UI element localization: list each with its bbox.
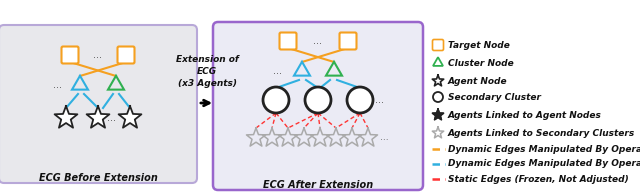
Text: Agents Linked to Secondary Clusters: Agents Linked to Secondary Clusters xyxy=(448,129,636,137)
FancyBboxPatch shape xyxy=(433,40,444,51)
Text: ...: ... xyxy=(273,66,282,76)
Text: Target Node: Target Node xyxy=(448,41,510,49)
Text: ECG Before Extension: ECG Before Extension xyxy=(38,173,157,183)
Circle shape xyxy=(263,87,289,113)
Text: Dynamic Edges Manipulated By Operator 3&4: Dynamic Edges Manipulated By Operator 3&… xyxy=(448,145,640,153)
Text: Static Edges (Frozen, Not Adjusted): Static Edges (Frozen, Not Adjusted) xyxy=(448,174,628,184)
Text: ...: ... xyxy=(54,80,63,90)
FancyBboxPatch shape xyxy=(280,32,296,49)
Text: ...: ... xyxy=(314,36,323,46)
Text: Cluster Node: Cluster Node xyxy=(448,58,514,68)
Text: ECG After Extension: ECG After Extension xyxy=(263,180,373,190)
FancyBboxPatch shape xyxy=(339,32,356,49)
FancyBboxPatch shape xyxy=(213,22,423,190)
Circle shape xyxy=(433,92,443,102)
Text: Agent Node: Agent Node xyxy=(448,76,508,85)
FancyBboxPatch shape xyxy=(0,25,197,183)
Polygon shape xyxy=(118,106,141,128)
Text: ...: ... xyxy=(376,95,385,105)
Circle shape xyxy=(347,87,373,113)
Text: Secondary Cluster: Secondary Cluster xyxy=(448,92,541,102)
Text: ...: ... xyxy=(108,113,116,123)
FancyBboxPatch shape xyxy=(118,47,134,63)
Text: ...: ... xyxy=(380,134,388,142)
Text: Agents Linked to Agent Nodes: Agents Linked to Agent Nodes xyxy=(448,111,602,119)
Text: Dynamic Edges Manipulated By Operator 1&2: Dynamic Edges Manipulated By Operator 1&… xyxy=(448,159,640,168)
Polygon shape xyxy=(54,106,77,128)
Text: ...: ... xyxy=(93,50,102,60)
Text: Extension of
ECG
(x3 Agents): Extension of ECG (x3 Agents) xyxy=(175,55,238,88)
Polygon shape xyxy=(86,106,109,128)
Polygon shape xyxy=(432,109,444,120)
Polygon shape xyxy=(432,75,444,86)
FancyBboxPatch shape xyxy=(61,47,79,63)
Circle shape xyxy=(305,87,331,113)
